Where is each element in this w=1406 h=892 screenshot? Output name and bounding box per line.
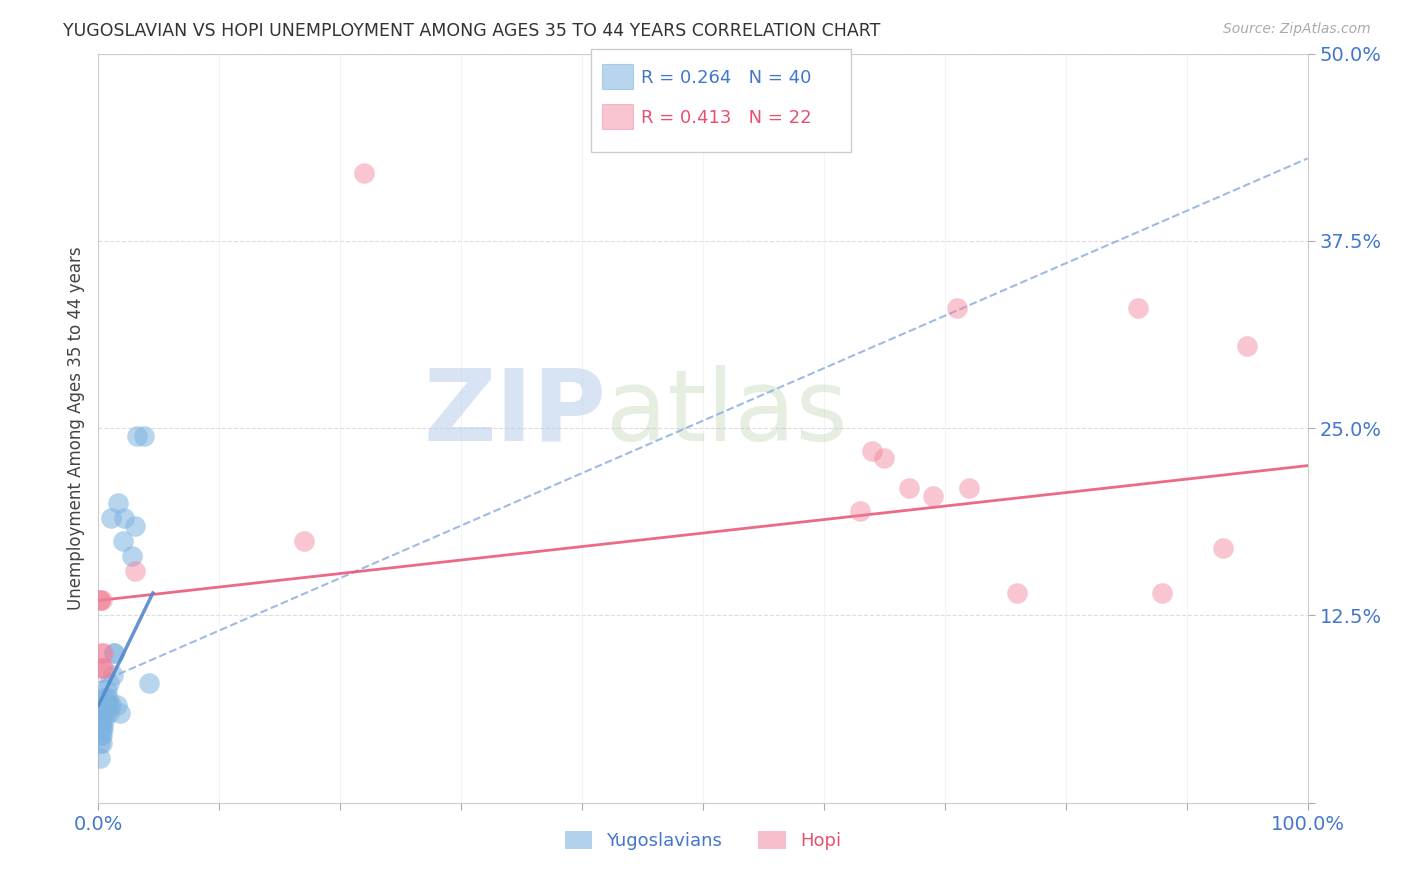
Point (89, 593, 111, 607)
Point (91, 706, 114, 720)
Point (91, 721, 114, 735)
Point (112, 511, 135, 525)
Point (91, 714, 114, 728)
Point (91, 690, 114, 705)
Point (1007, 586, 1029, 600)
Point (91, 661, 114, 675)
Legend: Yugoslavians, Hopi: Yugoslavians, Hopi (558, 823, 848, 857)
Point (97, 690, 120, 705)
Point (101, 668, 124, 682)
Point (98, 676, 121, 690)
Point (91, 721, 114, 735)
Point (90, 714, 112, 728)
Text: YUGOSLAVIAN VS HOPI UNEMPLOYMENT AMONG AGES 35 TO 44 YEARS CORRELATION CHART: YUGOSLAVIAN VS HOPI UNEMPLOYMENT AMONG A… (63, 22, 880, 40)
Point (91, 646, 114, 660)
Text: atlas: atlas (606, 365, 848, 462)
Point (94, 698, 117, 713)
Point (1236, 339, 1258, 353)
Text: ZIP: ZIP (423, 365, 606, 462)
Point (957, 481, 980, 495)
Point (138, 676, 160, 690)
Point (897, 481, 920, 495)
Point (89, 736, 111, 750)
Point (100, 511, 122, 525)
Point (127, 428, 149, 442)
Point (94, 706, 117, 720)
Point (91, 646, 114, 660)
Point (107, 496, 129, 510)
Point (90, 661, 112, 675)
Point (124, 518, 146, 533)
Y-axis label: Unemployment Among Ages 35 to 44 years: Unemployment Among Ages 35 to 44 years (66, 246, 84, 610)
Point (90, 721, 112, 735)
Point (100, 698, 122, 713)
Point (98, 706, 121, 720)
Point (91, 736, 114, 750)
Point (98, 698, 121, 713)
Point (946, 301, 969, 316)
Point (105, 698, 128, 713)
Point (89, 751, 111, 765)
Point (103, 646, 125, 660)
Point (96, 683, 118, 698)
Point (121, 549, 143, 563)
Point (89, 593, 111, 607)
Point (860, 443, 883, 458)
Point (124, 564, 146, 578)
Point (94, 690, 117, 705)
Point (849, 503, 872, 517)
Point (1212, 541, 1234, 555)
Point (108, 706, 131, 720)
Point (90, 728, 112, 742)
Point (873, 451, 896, 466)
Point (103, 646, 125, 660)
Text: Source: ZipAtlas.com: Source: ZipAtlas.com (1223, 22, 1371, 37)
Point (1128, 301, 1150, 316)
Point (111, 533, 134, 548)
Point (91, 706, 114, 720)
Point (134, 428, 156, 442)
Point (93, 714, 115, 728)
Point (353, 166, 375, 180)
Point (96, 698, 118, 713)
Point (921, 489, 943, 503)
Point (1152, 586, 1174, 600)
Text: R = 0.264   N = 40: R = 0.264 N = 40 (641, 69, 811, 87)
Point (91, 728, 114, 742)
Point (292, 533, 315, 548)
Point (91, 661, 114, 675)
Point (91, 698, 114, 713)
Point (91, 593, 114, 607)
Point (93, 698, 115, 713)
Text: R = 0.413   N = 22: R = 0.413 N = 22 (641, 109, 811, 127)
